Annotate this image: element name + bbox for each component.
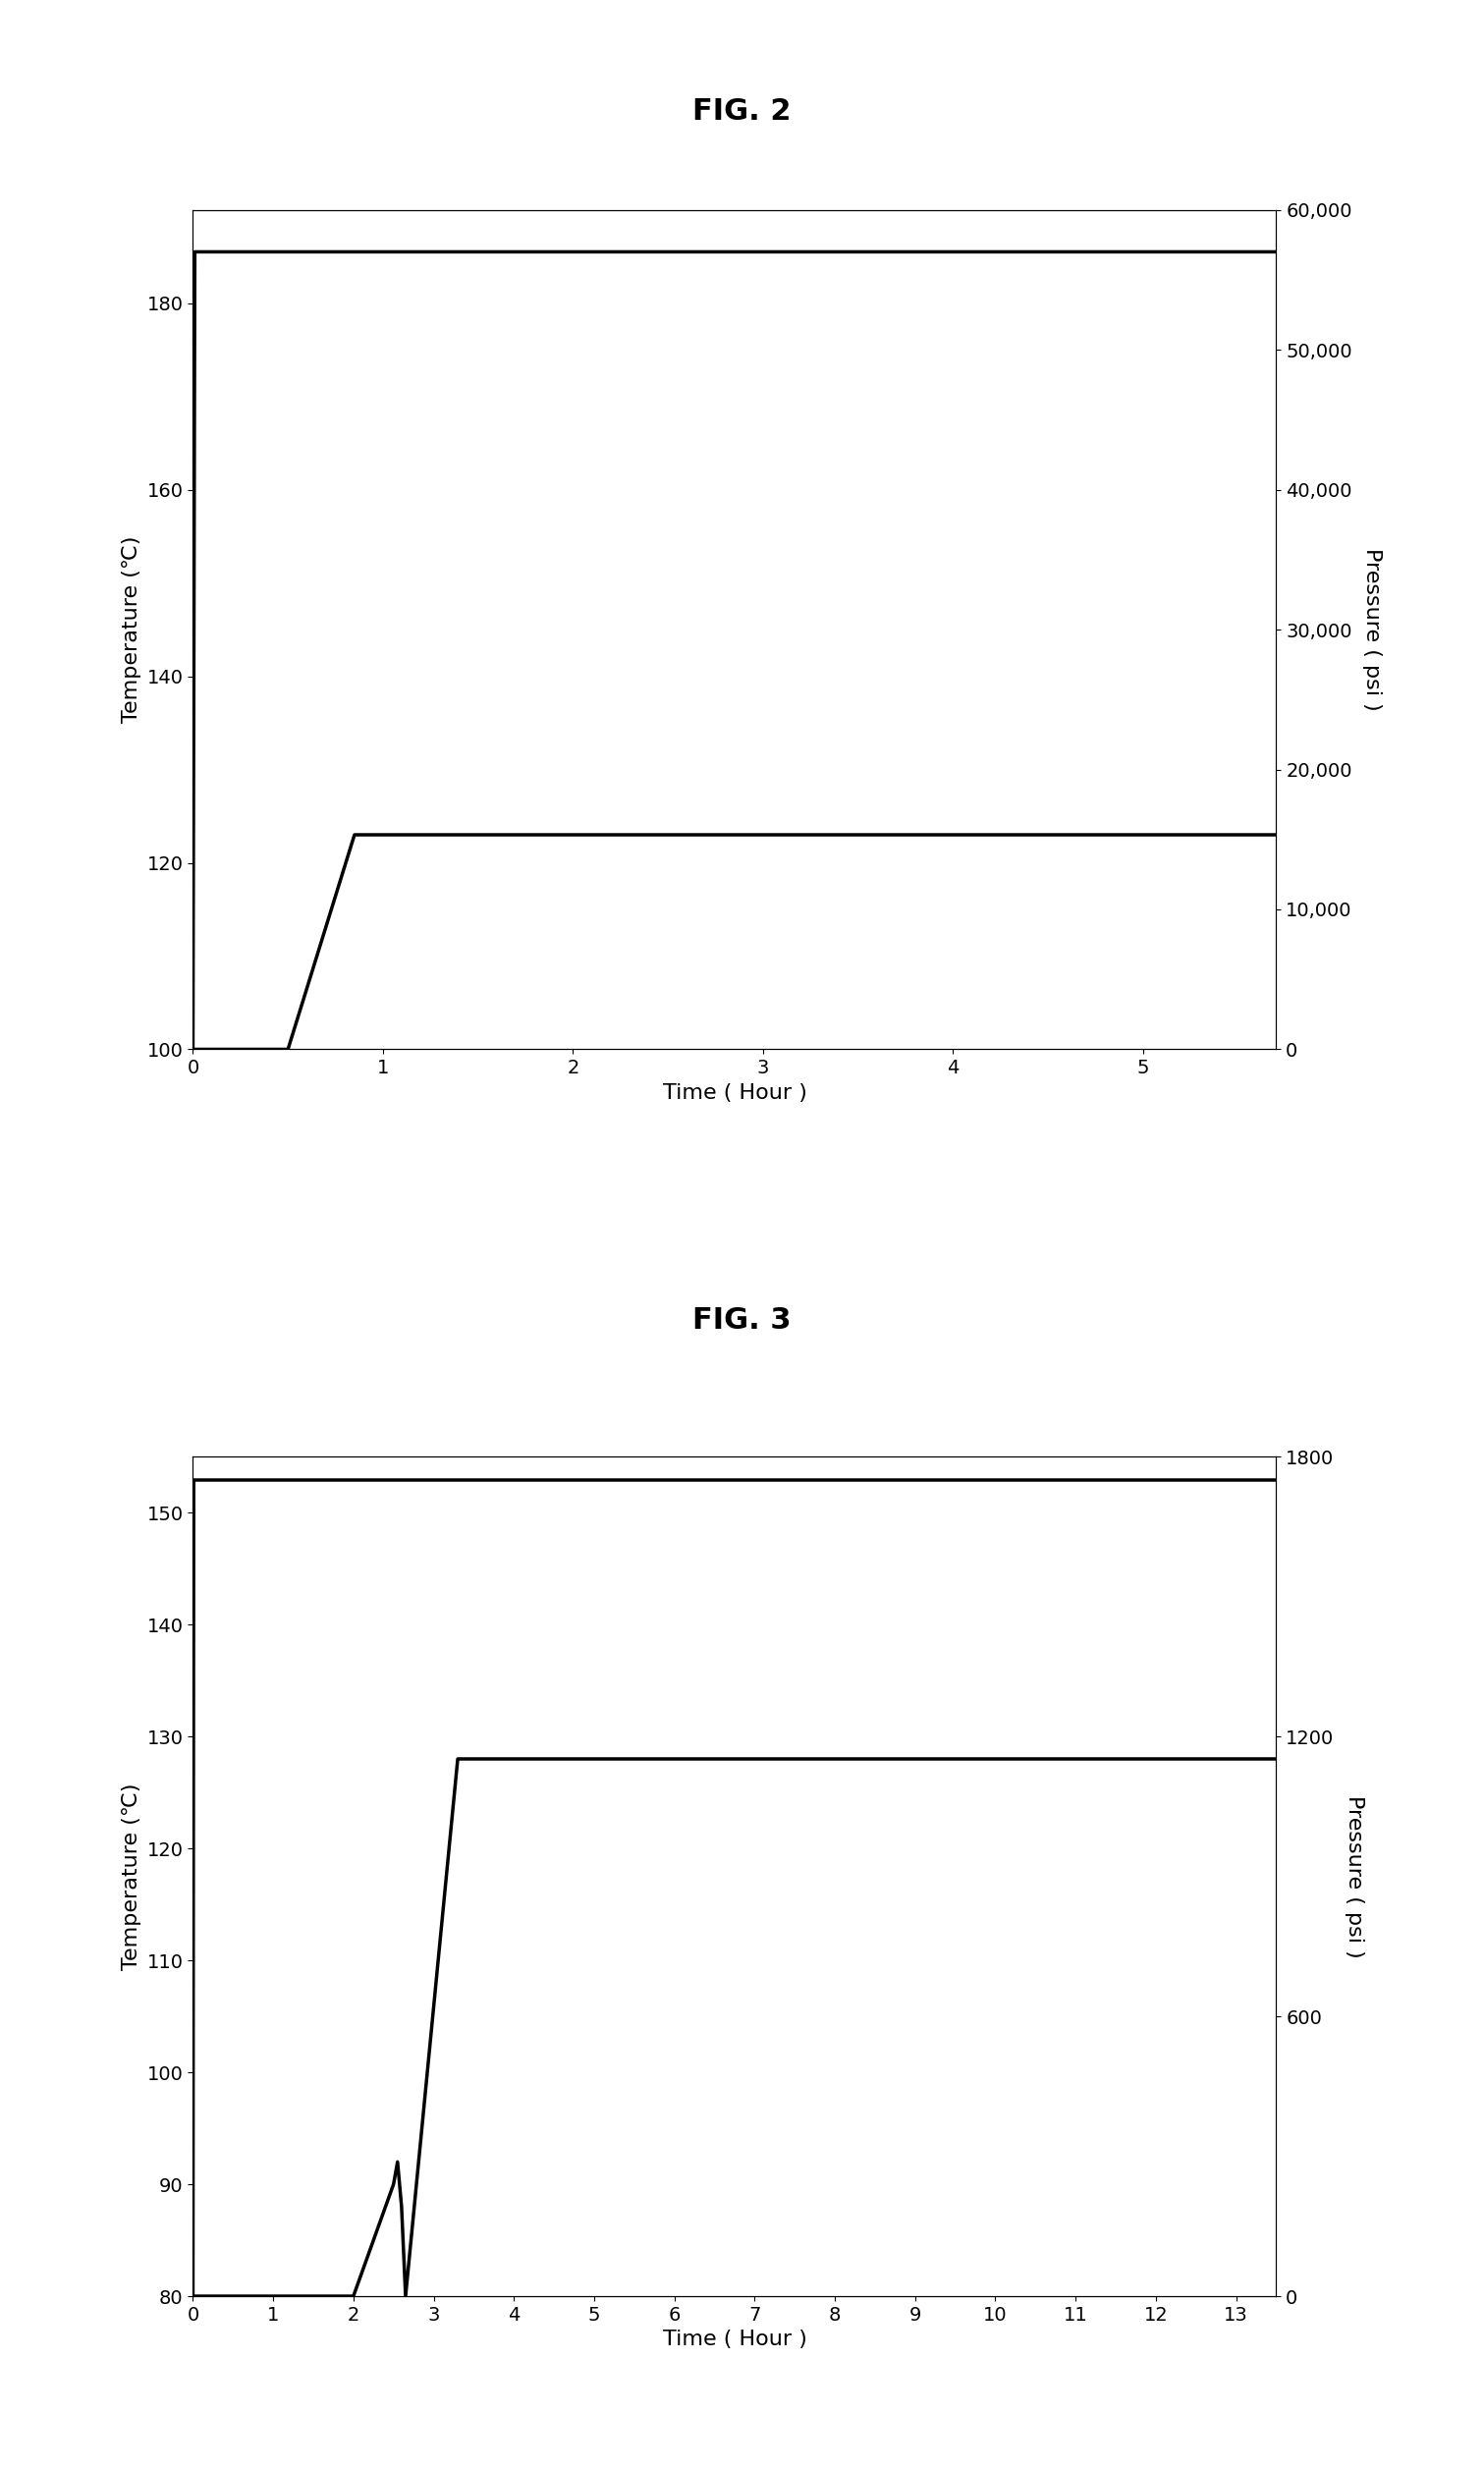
Text: FIG. 2: FIG. 2 [693, 96, 791, 126]
Y-axis label: Temperature (℃): Temperature (℃) [122, 1783, 141, 1970]
X-axis label: Time ( Hour ): Time ( Hour ) [662, 1084, 807, 1104]
Y-axis label: Temperature (℃): Temperature (℃) [122, 536, 141, 723]
X-axis label: Time ( Hour ): Time ( Hour ) [662, 2331, 807, 2350]
Y-axis label: Pressure ( psi ): Pressure ( psi ) [1362, 548, 1382, 711]
Y-axis label: Pressure ( psi ): Pressure ( psi ) [1345, 1795, 1364, 1958]
Text: FIG. 3: FIG. 3 [693, 1306, 791, 1336]
